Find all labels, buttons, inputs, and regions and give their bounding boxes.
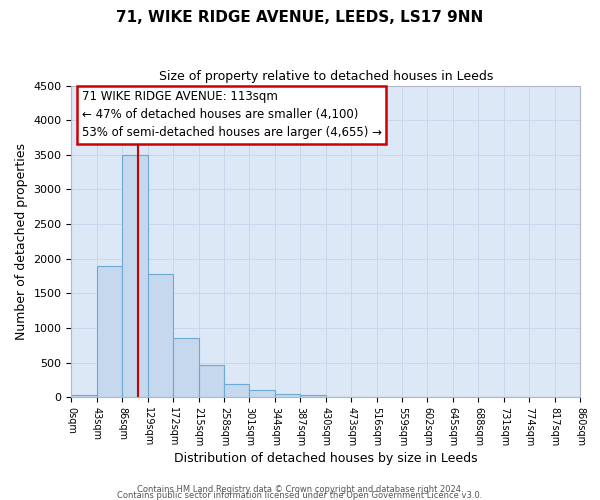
Text: Contains HM Land Registry data © Crown copyright and database right 2024.: Contains HM Land Registry data © Crown c… <box>137 484 463 494</box>
Bar <box>122 155 148 398</box>
Text: 71 WIKE RIDGE AVENUE: 113sqm
← 47% of detached houses are smaller (4,100)
53% of: 71 WIKE RIDGE AVENUE: 113sqm ← 47% of de… <box>82 90 382 139</box>
Bar <box>71 396 97 398</box>
Bar <box>275 394 300 398</box>
X-axis label: Distribution of detached houses by size in Leeds: Distribution of detached houses by size … <box>174 452 478 465</box>
Bar <box>97 266 122 398</box>
Title: Size of property relative to detached houses in Leeds: Size of property relative to detached ho… <box>158 70 493 83</box>
Bar <box>250 390 275 398</box>
Bar <box>173 338 199 398</box>
Bar <box>224 384 250 398</box>
Text: Contains public sector information licensed under the Open Government Licence v3: Contains public sector information licen… <box>118 490 482 500</box>
Text: 71, WIKE RIDGE AVENUE, LEEDS, LS17 9NN: 71, WIKE RIDGE AVENUE, LEEDS, LS17 9NN <box>116 10 484 25</box>
Bar <box>199 366 224 398</box>
Y-axis label: Number of detached properties: Number of detached properties <box>15 143 28 340</box>
Bar <box>300 396 326 398</box>
Bar <box>148 274 173 398</box>
